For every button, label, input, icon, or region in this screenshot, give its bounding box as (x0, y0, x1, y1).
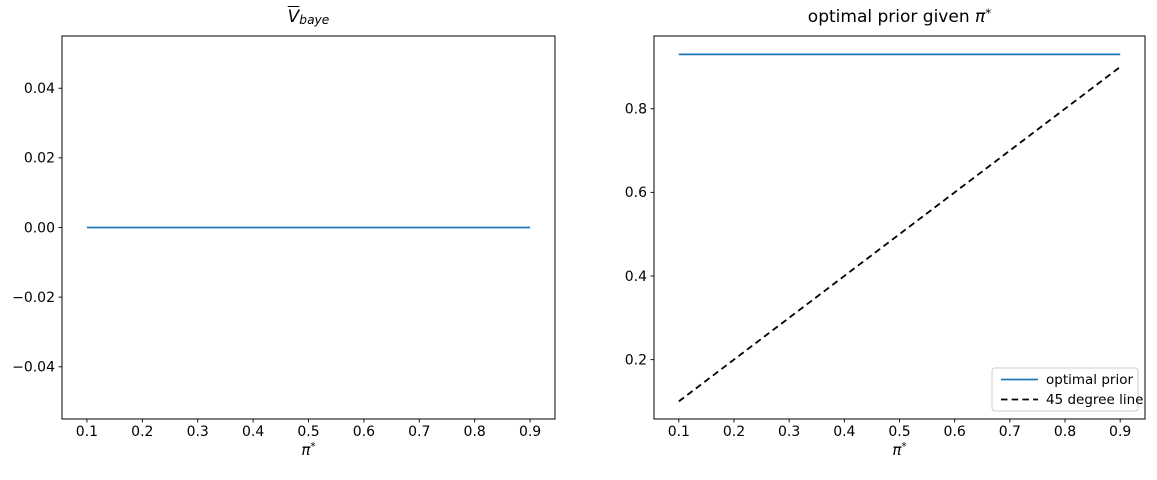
right-plot-title: optimal prior given π* (654, 5, 1145, 27)
y-tick-label: −0.04 (12, 360, 55, 376)
series-line-45-degree-line (678, 66, 1121, 403)
x-tick-label: 0.2 (723, 424, 745, 440)
x-tick-label: 0.7 (999, 424, 1021, 440)
x-tick-label: 0.4 (242, 424, 264, 440)
right-xlabel-segment: π (892, 441, 902, 459)
left-xlabel-segment: π (301, 441, 311, 459)
x-tick-label: 0.1 (76, 424, 98, 440)
axes-frame (653, 35, 1146, 420)
left-plot-title: Vbaye (62, 7, 555, 27)
y-tick-label: 0.02 (24, 151, 55, 167)
x-tick-label: 0.6 (353, 424, 375, 440)
left-title-segment: baye (299, 13, 330, 28)
legend-label: 45 degree line (1046, 392, 1143, 408)
right-title-segment: π (975, 7, 986, 27)
x-tick-label: 0.3 (778, 424, 800, 440)
y-tick-label: 0.2 (625, 352, 647, 368)
x-tick-label: 0.7 (408, 424, 430, 440)
left-title-segment: V (287, 7, 300, 27)
x-tick-label: 0.5 (888, 424, 910, 440)
x-tick-label: 0.9 (1109, 424, 1131, 440)
x-tick-label: 0.1 (668, 424, 690, 440)
y-tick-label: 0.8 (625, 102, 647, 118)
y-tick-label: −0.02 (12, 290, 55, 306)
y-tick-label: 0.00 (24, 220, 55, 236)
x-tick-label: 0.2 (131, 424, 153, 440)
left-xlabel-segment: * (310, 441, 316, 454)
x-tick-label: 0.9 (519, 424, 541, 440)
left-plot-xlabel: π* (62, 441, 555, 459)
x-tick-label: 0.8 (1054, 424, 1076, 440)
right-title-segment: * (985, 5, 992, 20)
legend-label: optimal prior (1046, 372, 1133, 388)
x-tick-label: 0.4 (833, 424, 855, 440)
x-tick-label: 0.3 (187, 424, 209, 440)
y-tick-label: 0.04 (24, 81, 55, 97)
y-tick-label: 0.4 (625, 269, 647, 285)
x-tick-label: 0.8 (464, 424, 486, 440)
x-tick-label: 0.5 (297, 424, 319, 440)
y-tick-label: 0.6 (625, 185, 647, 201)
right-xlabel-segment: * (901, 441, 907, 454)
x-tick-label: 0.6 (944, 424, 966, 440)
right-plot-xlabel: π* (654, 441, 1145, 459)
right-title-segment: optimal prior given (807, 7, 975, 27)
